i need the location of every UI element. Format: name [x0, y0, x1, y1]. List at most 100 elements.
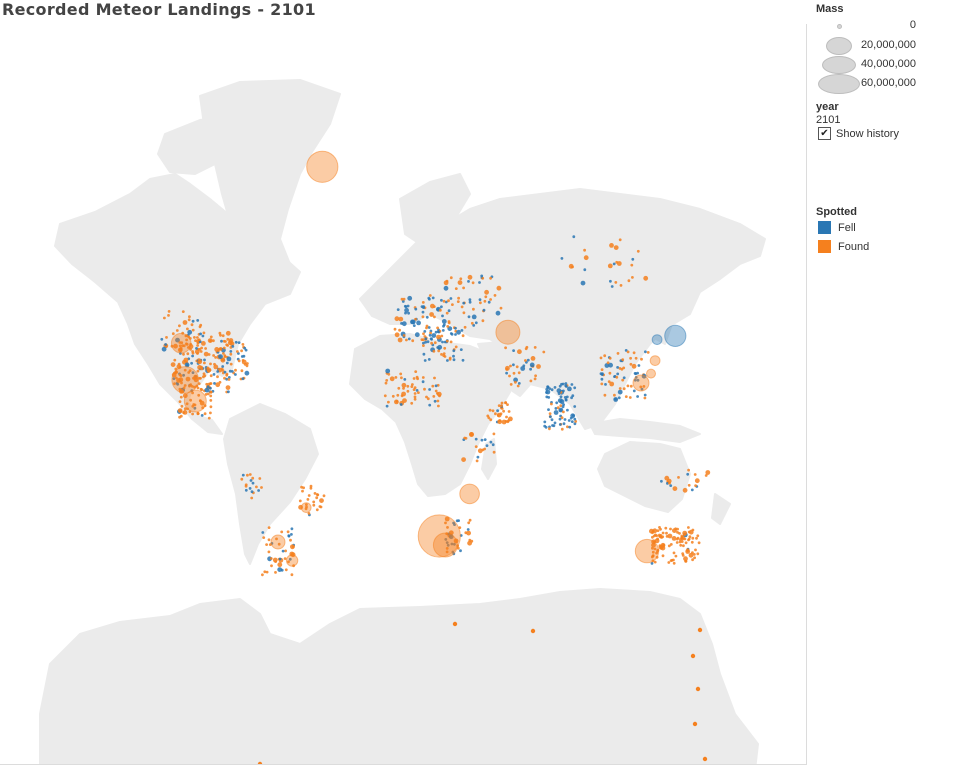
found-mass-bubble	[270, 534, 286, 550]
fell-point	[281, 549, 285, 553]
fell-point	[555, 401, 559, 405]
found-point	[226, 337, 230, 341]
fell-point	[241, 473, 245, 477]
fell-point	[573, 422, 577, 426]
found-point	[626, 350, 630, 354]
found-point	[207, 416, 211, 420]
found-point	[616, 352, 620, 355]
found-point	[196, 336, 199, 339]
found-point	[240, 477, 244, 481]
found-point	[437, 404, 440, 408]
found-point	[170, 362, 176, 367]
found-point	[509, 364, 512, 368]
map-view[interactable]	[0, 24, 807, 765]
found-point	[209, 411, 212, 415]
fell-point	[453, 523, 456, 526]
found-point	[496, 285, 502, 291]
fell-point	[425, 315, 429, 319]
found-point	[608, 356, 612, 360]
fell-point	[545, 389, 551, 395]
found-point	[621, 358, 625, 362]
found-point	[678, 540, 682, 544]
found-point	[514, 380, 517, 384]
found-point	[457, 296, 460, 300]
found-point	[399, 372, 403, 376]
show-history-checkbox[interactable]: ✔	[818, 127, 831, 140]
found-point	[203, 374, 207, 378]
fell-point	[604, 383, 607, 386]
found-point	[483, 447, 486, 451]
found-point	[216, 375, 219, 379]
landmass-australia	[597, 441, 691, 513]
found-point	[246, 362, 249, 365]
found-point	[241, 343, 245, 346]
found-point	[491, 409, 495, 413]
found-point	[456, 300, 460, 303]
found-point	[691, 551, 694, 554]
found-point	[223, 354, 227, 358]
fell-point	[191, 319, 195, 323]
fell-point	[216, 370, 220, 373]
found-point	[207, 338, 213, 343]
legend-item-fell[interactable]: Fell	[818, 221, 856, 234]
fell-point	[485, 444, 489, 447]
fell-point	[446, 543, 450, 547]
found-point	[651, 554, 655, 558]
found-point	[542, 350, 546, 354]
fell-point	[249, 479, 253, 482]
found-point	[290, 544, 295, 550]
show-history-label: Show history	[836, 127, 899, 140]
found-point	[695, 536, 698, 540]
fell-point	[440, 305, 443, 309]
found-point	[200, 388, 204, 392]
found-point	[225, 373, 229, 377]
found-point	[413, 397, 417, 401]
fell-point	[552, 424, 556, 428]
fell-point	[396, 308, 400, 311]
found-point	[189, 383, 193, 386]
fell-point	[220, 339, 223, 343]
fell-point	[410, 319, 416, 325]
found-point	[464, 531, 468, 535]
found-point	[517, 349, 522, 355]
fell-point	[544, 425, 548, 429]
fell-point	[290, 533, 293, 536]
found-point	[173, 382, 176, 386]
fell-point	[468, 298, 472, 302]
fell-point	[407, 337, 411, 341]
fell-point	[443, 340, 447, 344]
fell-point	[633, 378, 637, 382]
fell-point	[428, 333, 432, 337]
found-point	[697, 627, 703, 633]
fell-point	[422, 352, 426, 356]
found-point	[425, 395, 428, 399]
found-point	[422, 344, 425, 347]
fell-point	[573, 405, 577, 408]
found-point	[658, 526, 661, 529]
legend-item-found[interactable]: Found	[818, 240, 869, 253]
fell-point	[609, 279, 612, 283]
legend-item-label: Fell	[838, 221, 856, 234]
found-point	[445, 547, 449, 550]
found-point	[454, 287, 458, 290]
found-point	[178, 324, 181, 328]
fell-point	[443, 285, 449, 291]
found-point	[410, 401, 414, 405]
found-point	[234, 368, 237, 372]
found-point	[215, 382, 221, 388]
found-point	[447, 299, 450, 303]
found-point	[277, 542, 281, 546]
fell-point	[453, 542, 456, 546]
fell-point	[513, 377, 518, 383]
found-point	[653, 547, 657, 551]
fell-point	[454, 326, 457, 330]
found-point	[270, 564, 273, 568]
found-point	[560, 427, 564, 431]
show-history-toggle[interactable]: ✔ Show history	[816, 127, 899, 140]
found-point	[629, 362, 633, 366]
found-point	[284, 549, 287, 553]
found-point	[236, 350, 239, 353]
found-mass-bubble	[170, 332, 192, 354]
found-point	[212, 339, 215, 343]
found-mass-bubble	[417, 514, 461, 558]
